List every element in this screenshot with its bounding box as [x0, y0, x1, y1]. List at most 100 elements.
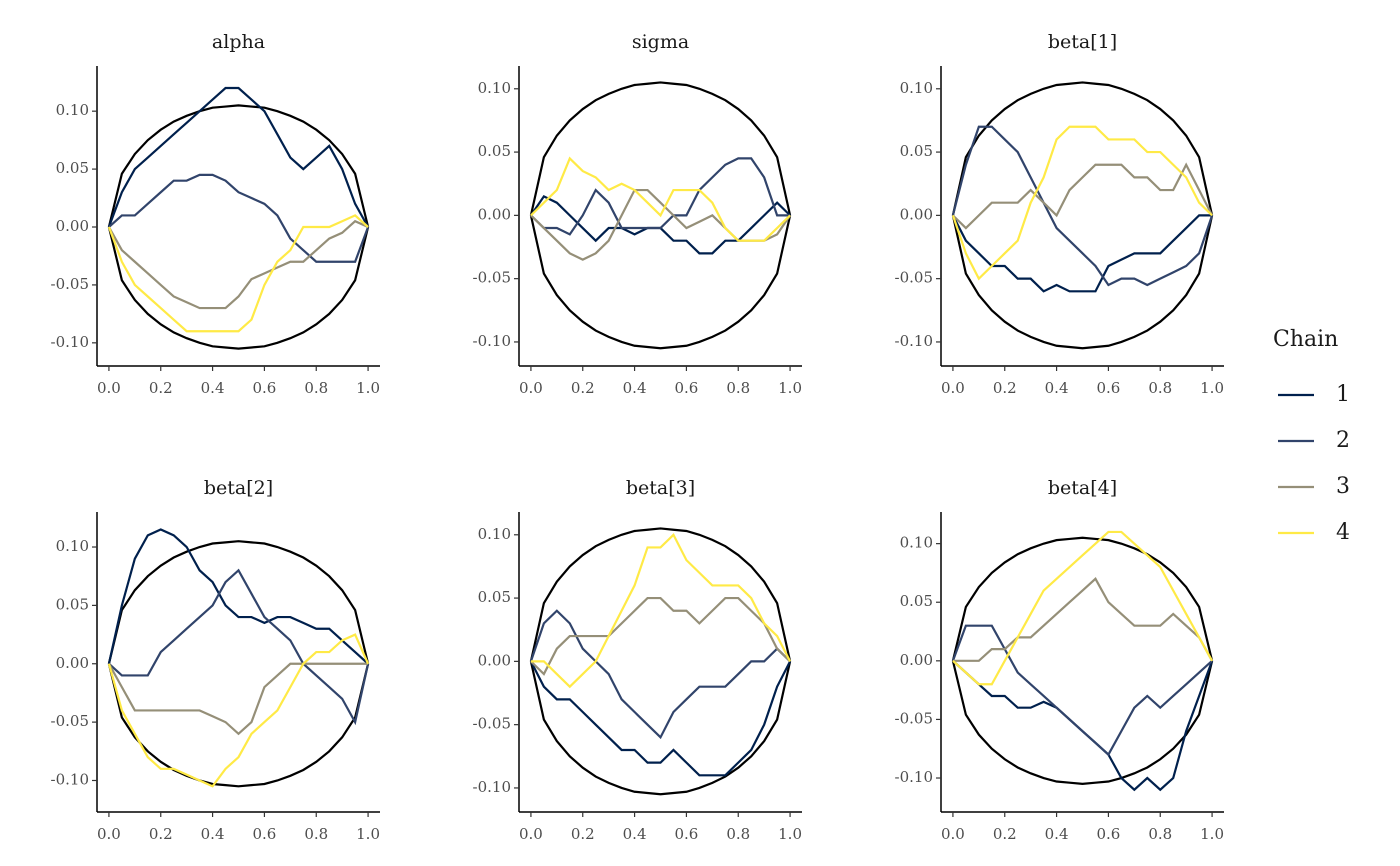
chain-line: [530, 194, 791, 255]
x-tick-label: 0.8: [304, 825, 328, 843]
x-tick-label: 1.0: [1200, 379, 1224, 397]
chain-line: [952, 162, 1214, 230]
panel-title: sigma: [632, 31, 689, 53]
y-tick-label: -0.05: [473, 269, 511, 287]
chain-line: [530, 188, 791, 261]
panel-title: beta[1]: [1048, 31, 1117, 53]
x-tick-label: 1.0: [778, 379, 802, 397]
x-tick-label: 0.0: [519, 825, 543, 843]
x-tick-label: 1.0: [778, 825, 802, 843]
chain-line: [529, 660, 792, 777]
y-tick-label: 0.10: [900, 534, 933, 552]
envelope-lower: [529, 661, 792, 796]
envelope-lower: [529, 215, 792, 350]
chain-line: [107, 214, 369, 333]
chain-line: [952, 530, 1214, 686]
y-tick-label: -0.05: [51, 275, 89, 293]
x-tick-label: 0.0: [97, 379, 121, 397]
y-tick-label: 0.10: [478, 525, 511, 543]
x-tick-label: 0.2: [993, 825, 1017, 843]
chain-line: [952, 660, 1214, 792]
y-tick-label: 0.10: [56, 101, 89, 119]
chain-line: [108, 568, 370, 726]
x-tick-label: 0.2: [993, 379, 1017, 397]
chain-line: [952, 577, 1214, 662]
chain-line: [530, 157, 791, 236]
chain-line: [107, 662, 369, 736]
y-tick-label: 0.05: [56, 595, 89, 613]
x-tick-label: 0.2: [149, 379, 173, 397]
legend-label: 2: [1336, 428, 1350, 453]
x-tick-label: 0.4: [623, 379, 647, 397]
y-tick-label: 0.05: [478, 142, 511, 160]
x-tick-label: 1.0: [356, 379, 380, 397]
x-tick-label: 0.0: [941, 825, 965, 843]
panel-title: beta[3]: [626, 477, 695, 499]
y-tick-label: -0.05: [895, 709, 933, 727]
x-tick-label: 0.6: [252, 379, 276, 397]
x-tick-label: 0.6: [674, 825, 698, 843]
legend-label: 4: [1336, 520, 1350, 545]
y-tick-label: -0.10: [51, 333, 89, 351]
x-tick-label: 0.4: [1045, 825, 1069, 843]
legend-label: 3: [1336, 474, 1350, 499]
y-tick-label: 0.05: [478, 588, 511, 606]
chain-line: [951, 125, 1214, 287]
y-tick-label: -0.10: [473, 332, 511, 350]
y-tick-label: -0.05: [473, 715, 511, 733]
x-tick-label: 0.8: [726, 825, 750, 843]
x-tick-label: 0.2: [571, 825, 595, 843]
x-tick-label: 0.8: [726, 379, 750, 397]
x-tick-label: 0.2: [571, 379, 595, 397]
legend-title: Chain: [1273, 327, 1338, 352]
y-tick-label: 0.00: [478, 205, 511, 223]
envelope-upper: [529, 527, 792, 662]
envelope-upper: [529, 81, 792, 216]
y-tick-label: 0.00: [900, 651, 933, 669]
x-tick-label: 1.0: [356, 825, 380, 843]
envelope-lower: [951, 660, 1214, 785]
x-tick-label: 0.6: [674, 379, 698, 397]
chain-line: [530, 596, 791, 676]
chain-line: [107, 86, 370, 228]
envelope-upper: [107, 540, 370, 665]
envelope-lower: [107, 226, 370, 350]
y-tick-label: 0.10: [900, 79, 933, 97]
panel-title: beta[2]: [204, 477, 273, 499]
x-tick-label: 0.4: [623, 825, 647, 843]
chain-line: [951, 125, 1213, 281]
x-tick-label: 0.0: [941, 379, 965, 397]
y-tick-label: 0.05: [900, 142, 933, 160]
y-tick-label: 0.00: [56, 654, 89, 672]
envelope-upper: [107, 104, 370, 228]
chain-line: [951, 624, 1213, 757]
y-tick-label: 0.05: [56, 159, 89, 177]
chain-line: [107, 219, 369, 310]
legend-label: 1: [1336, 382, 1350, 407]
chain-line: [529, 609, 791, 740]
y-tick-label: -0.05: [895, 269, 933, 287]
x-tick-label: 0.8: [304, 379, 328, 397]
x-tick-label: 0.4: [201, 379, 225, 397]
y-tick-label: -0.10: [51, 770, 89, 788]
envelope-upper: [951, 536, 1214, 662]
y-tick-label: 0.10: [56, 537, 89, 555]
panel-title: alpha: [212, 31, 265, 53]
envelope-upper: [951, 81, 1214, 216]
y-tick-label: -0.10: [895, 332, 933, 350]
chain-line: [107, 528, 369, 665]
chain-line: [530, 156, 791, 242]
chain-line: [107, 633, 370, 788]
x-tick-label: 0.6: [1096, 825, 1120, 843]
x-tick-label: 0.2: [149, 825, 173, 843]
x-tick-label: 0.0: [97, 825, 121, 843]
panel-title: beta[4]: [1048, 477, 1117, 499]
x-tick-label: 0.4: [1045, 379, 1069, 397]
y-tick-label: 0.05: [900, 592, 933, 610]
chain-line: [530, 532, 792, 689]
x-tick-label: 0.6: [1096, 379, 1120, 397]
x-tick-label: 0.8: [1148, 825, 1172, 843]
y-tick-label: -0.10: [473, 778, 511, 796]
x-tick-label: 1.0: [1200, 825, 1224, 843]
x-tick-label: 0.4: [201, 825, 225, 843]
